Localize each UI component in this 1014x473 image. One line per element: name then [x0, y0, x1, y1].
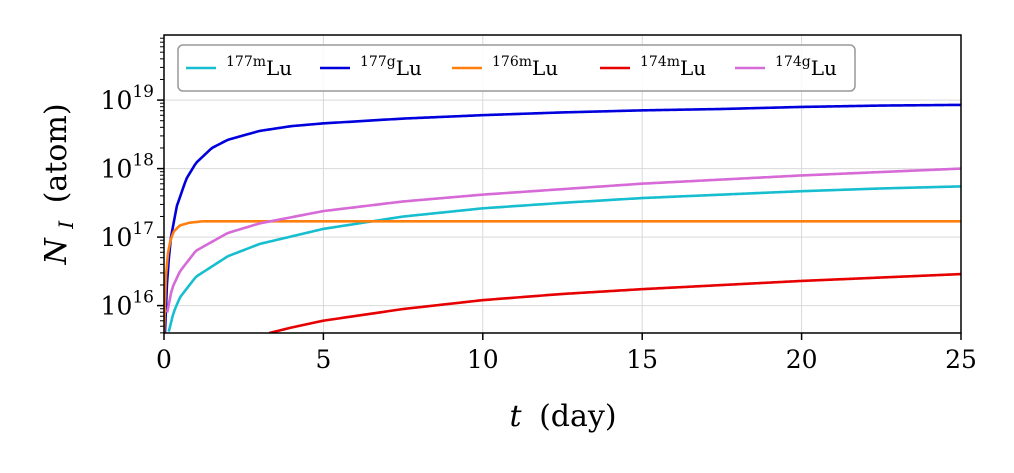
legend-item: 176mLu	[452, 54, 558, 80]
legend-item: 177mLu	[186, 54, 292, 80]
series-line-176m-lu	[164, 220, 961, 333]
y-axis-var: N	[39, 237, 74, 266]
y-tick-label: 1016	[101, 288, 154, 321]
legend-label: 177mLu	[226, 54, 292, 80]
y-axis-sub: I	[54, 220, 78, 230]
legend-item: 174gLu	[735, 54, 837, 80]
legend-label: 176mLu	[492, 54, 558, 80]
x-axis-var: t	[509, 399, 522, 434]
y-tick-label: 1018	[101, 151, 154, 184]
series-line-177m-lu	[167, 185, 961, 332]
y-tick-label: 1017	[101, 219, 154, 252]
x-tick-label: 25	[945, 345, 977, 374]
legend: 177mLu 177gLu 176mLu 174mLu 174gLu	[177, 44, 856, 92]
x-tick-label: 5	[315, 345, 331, 374]
legend-item: 174mLu	[600, 54, 706, 80]
series-line-174m-lu	[268, 272, 961, 333]
ticks	[157, 37, 962, 340]
y-axis-title: N I (atom)	[39, 103, 81, 265]
tick-labels: 0 5 10 15 20 25 1016 1017 1018 1019	[101, 82, 977, 374]
legend-label: 174gLu	[775, 54, 837, 80]
y-axis-unit: (atom)	[39, 103, 74, 203]
series-line-177g-lu	[164, 103, 961, 333]
x-tick-label: 15	[626, 345, 658, 374]
series-lines	[164, 103, 961, 333]
series-line-174g-lu	[165, 167, 961, 313]
legend-item: 177gLu	[320, 54, 422, 80]
legend-label: 174mLu	[640, 54, 706, 80]
legend-label: 177gLu	[360, 54, 422, 80]
x-tick-label: 0	[156, 345, 172, 374]
y-tick-label: 1019	[101, 82, 154, 115]
legend-box	[177, 44, 856, 92]
x-tick-label: 20	[786, 345, 818, 374]
x-tick-label: 10	[467, 345, 499, 374]
x-axis-unit: (day)	[539, 399, 616, 434]
x-axis-title: t (day)	[509, 399, 616, 434]
